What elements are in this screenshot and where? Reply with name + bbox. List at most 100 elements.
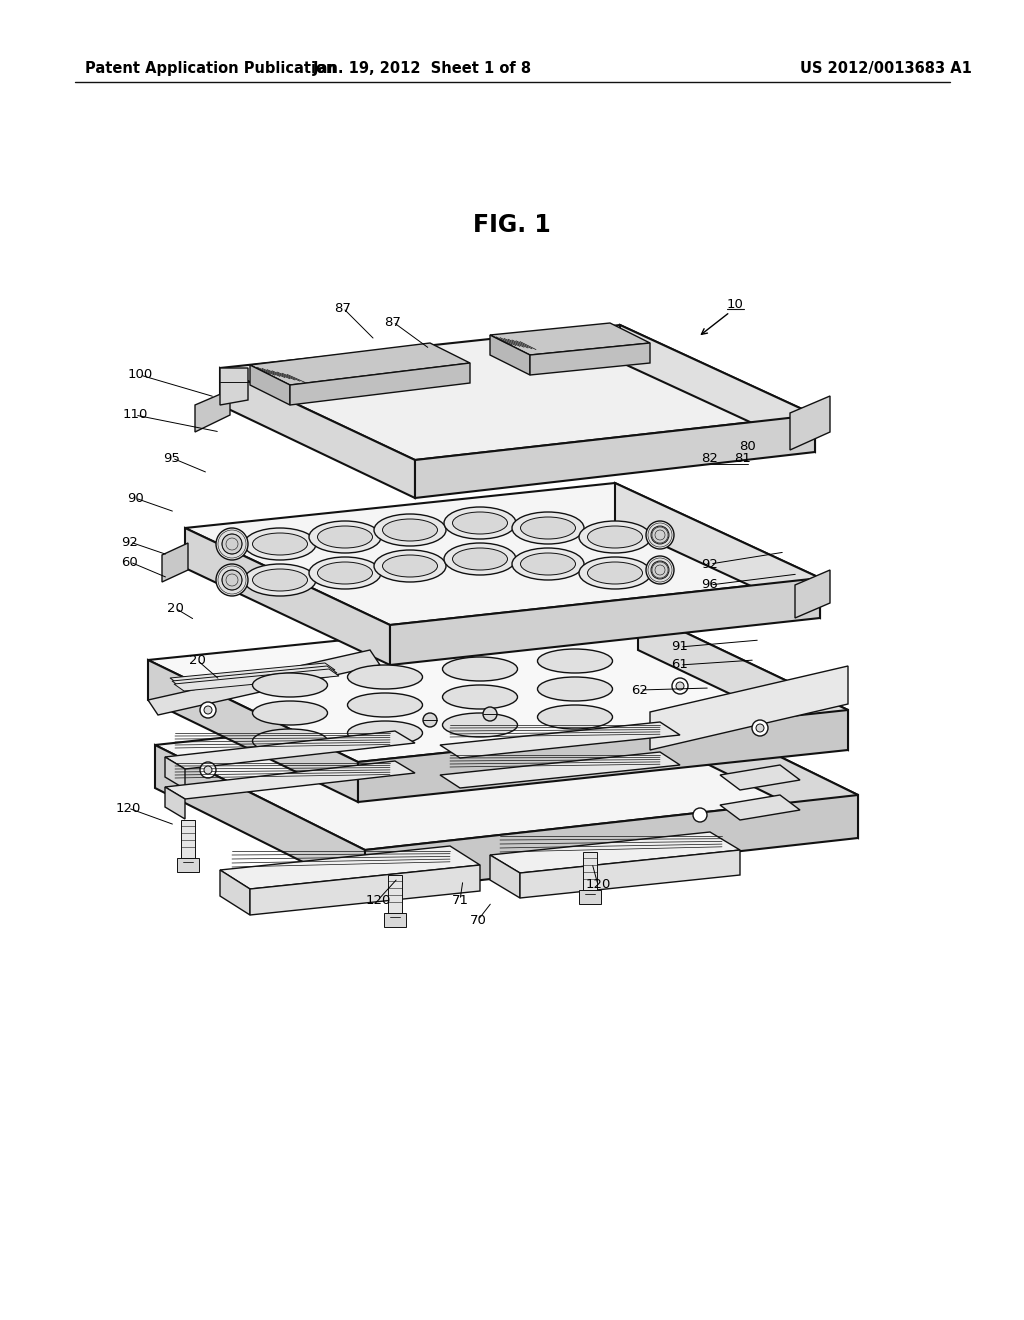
- Polygon shape: [490, 855, 520, 898]
- Polygon shape: [530, 343, 650, 375]
- Polygon shape: [638, 610, 848, 750]
- Ellipse shape: [520, 517, 575, 539]
- Text: 62: 62: [632, 684, 648, 697]
- Text: 81: 81: [734, 453, 752, 466]
- Text: 10: 10: [727, 298, 743, 312]
- Text: 120: 120: [366, 894, 391, 907]
- Ellipse shape: [347, 665, 423, 689]
- Text: US 2012/0013683 A1: US 2012/0013683 A1: [800, 61, 972, 75]
- Polygon shape: [148, 660, 358, 803]
- Text: 61: 61: [672, 659, 688, 672]
- Polygon shape: [250, 865, 480, 915]
- Polygon shape: [250, 343, 470, 385]
- Ellipse shape: [204, 706, 212, 714]
- Polygon shape: [490, 832, 740, 873]
- Polygon shape: [155, 744, 365, 894]
- Text: 87: 87: [335, 301, 351, 314]
- Ellipse shape: [383, 554, 437, 577]
- Polygon shape: [185, 528, 390, 665]
- Polygon shape: [290, 363, 470, 405]
- Ellipse shape: [538, 649, 612, 673]
- Ellipse shape: [204, 766, 212, 774]
- Text: Patent Application Publication: Patent Application Publication: [85, 61, 337, 75]
- Polygon shape: [365, 795, 858, 894]
- Text: FIG. 1: FIG. 1: [473, 213, 551, 238]
- Polygon shape: [177, 858, 199, 873]
- Polygon shape: [155, 692, 858, 850]
- Polygon shape: [220, 846, 480, 888]
- Ellipse shape: [453, 548, 508, 570]
- Polygon shape: [648, 692, 858, 838]
- Text: 120: 120: [116, 801, 140, 814]
- Text: 100: 100: [127, 368, 153, 381]
- Polygon shape: [148, 610, 848, 762]
- Ellipse shape: [672, 678, 688, 694]
- Ellipse shape: [693, 808, 707, 822]
- Text: 120: 120: [586, 879, 610, 891]
- Ellipse shape: [347, 693, 423, 717]
- Ellipse shape: [244, 564, 316, 597]
- Ellipse shape: [309, 557, 381, 589]
- Text: 70: 70: [470, 913, 486, 927]
- Polygon shape: [220, 368, 415, 498]
- Ellipse shape: [253, 701, 328, 725]
- Ellipse shape: [579, 557, 651, 589]
- Polygon shape: [185, 483, 820, 624]
- Ellipse shape: [216, 564, 248, 597]
- Polygon shape: [440, 722, 680, 758]
- Polygon shape: [388, 875, 402, 913]
- Ellipse shape: [676, 682, 684, 690]
- Text: 91: 91: [672, 640, 688, 653]
- Ellipse shape: [579, 521, 651, 553]
- Text: 92: 92: [122, 536, 138, 549]
- Polygon shape: [165, 762, 415, 799]
- Ellipse shape: [646, 521, 674, 549]
- Polygon shape: [490, 323, 650, 355]
- Ellipse shape: [253, 533, 307, 554]
- Polygon shape: [415, 414, 815, 498]
- Polygon shape: [250, 366, 290, 405]
- Polygon shape: [170, 663, 335, 685]
- Ellipse shape: [588, 562, 642, 583]
- Text: 110: 110: [122, 408, 147, 421]
- Ellipse shape: [317, 525, 373, 548]
- Polygon shape: [795, 570, 830, 618]
- Ellipse shape: [253, 729, 328, 752]
- Text: 92: 92: [701, 557, 719, 570]
- Ellipse shape: [253, 673, 328, 697]
- Polygon shape: [220, 325, 815, 459]
- Ellipse shape: [200, 702, 216, 718]
- Polygon shape: [358, 710, 848, 803]
- Polygon shape: [165, 731, 415, 770]
- Ellipse shape: [309, 521, 381, 553]
- Ellipse shape: [752, 719, 768, 737]
- Ellipse shape: [374, 550, 446, 582]
- Ellipse shape: [453, 512, 508, 535]
- Text: 82: 82: [701, 453, 719, 466]
- Ellipse shape: [374, 513, 446, 546]
- Ellipse shape: [383, 519, 437, 541]
- Polygon shape: [790, 396, 830, 450]
- Text: 60: 60: [122, 556, 138, 569]
- Polygon shape: [384, 913, 406, 927]
- Ellipse shape: [512, 512, 584, 544]
- Polygon shape: [440, 752, 680, 788]
- Polygon shape: [162, 543, 188, 582]
- Ellipse shape: [244, 528, 316, 560]
- Ellipse shape: [651, 525, 669, 544]
- Text: 95: 95: [164, 451, 180, 465]
- Polygon shape: [220, 870, 250, 915]
- Ellipse shape: [483, 708, 497, 721]
- Polygon shape: [220, 368, 248, 405]
- Ellipse shape: [216, 528, 248, 560]
- Ellipse shape: [588, 525, 642, 548]
- Ellipse shape: [317, 562, 373, 583]
- Ellipse shape: [442, 657, 517, 681]
- Ellipse shape: [520, 553, 575, 576]
- Polygon shape: [579, 890, 601, 904]
- Text: 96: 96: [701, 578, 719, 591]
- Ellipse shape: [442, 713, 517, 737]
- Ellipse shape: [646, 556, 674, 583]
- Polygon shape: [650, 667, 848, 750]
- Ellipse shape: [347, 721, 423, 744]
